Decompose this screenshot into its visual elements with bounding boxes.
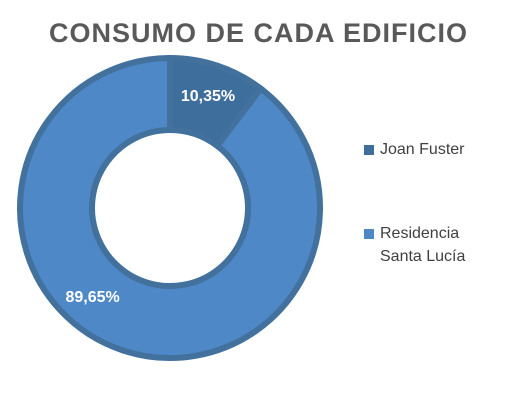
data-label-1: 10,35%: [181, 88, 235, 105]
legend-swatch-2: [364, 229, 374, 239]
legend-label-2-line-2: Santa Lucía: [380, 248, 466, 265]
legend-label-1-line-1: Joan Fuster: [380, 141, 465, 158]
legend-swatch-1: [364, 145, 374, 155]
donut-slice-2: [17, 54, 323, 361]
chart-title: CONSUMO DE CADA EDIFICIO: [48, 18, 468, 48]
data-label-2: 89,65%: [65, 289, 119, 306]
legend-label-2-line-1: Residencia: [380, 225, 460, 242]
